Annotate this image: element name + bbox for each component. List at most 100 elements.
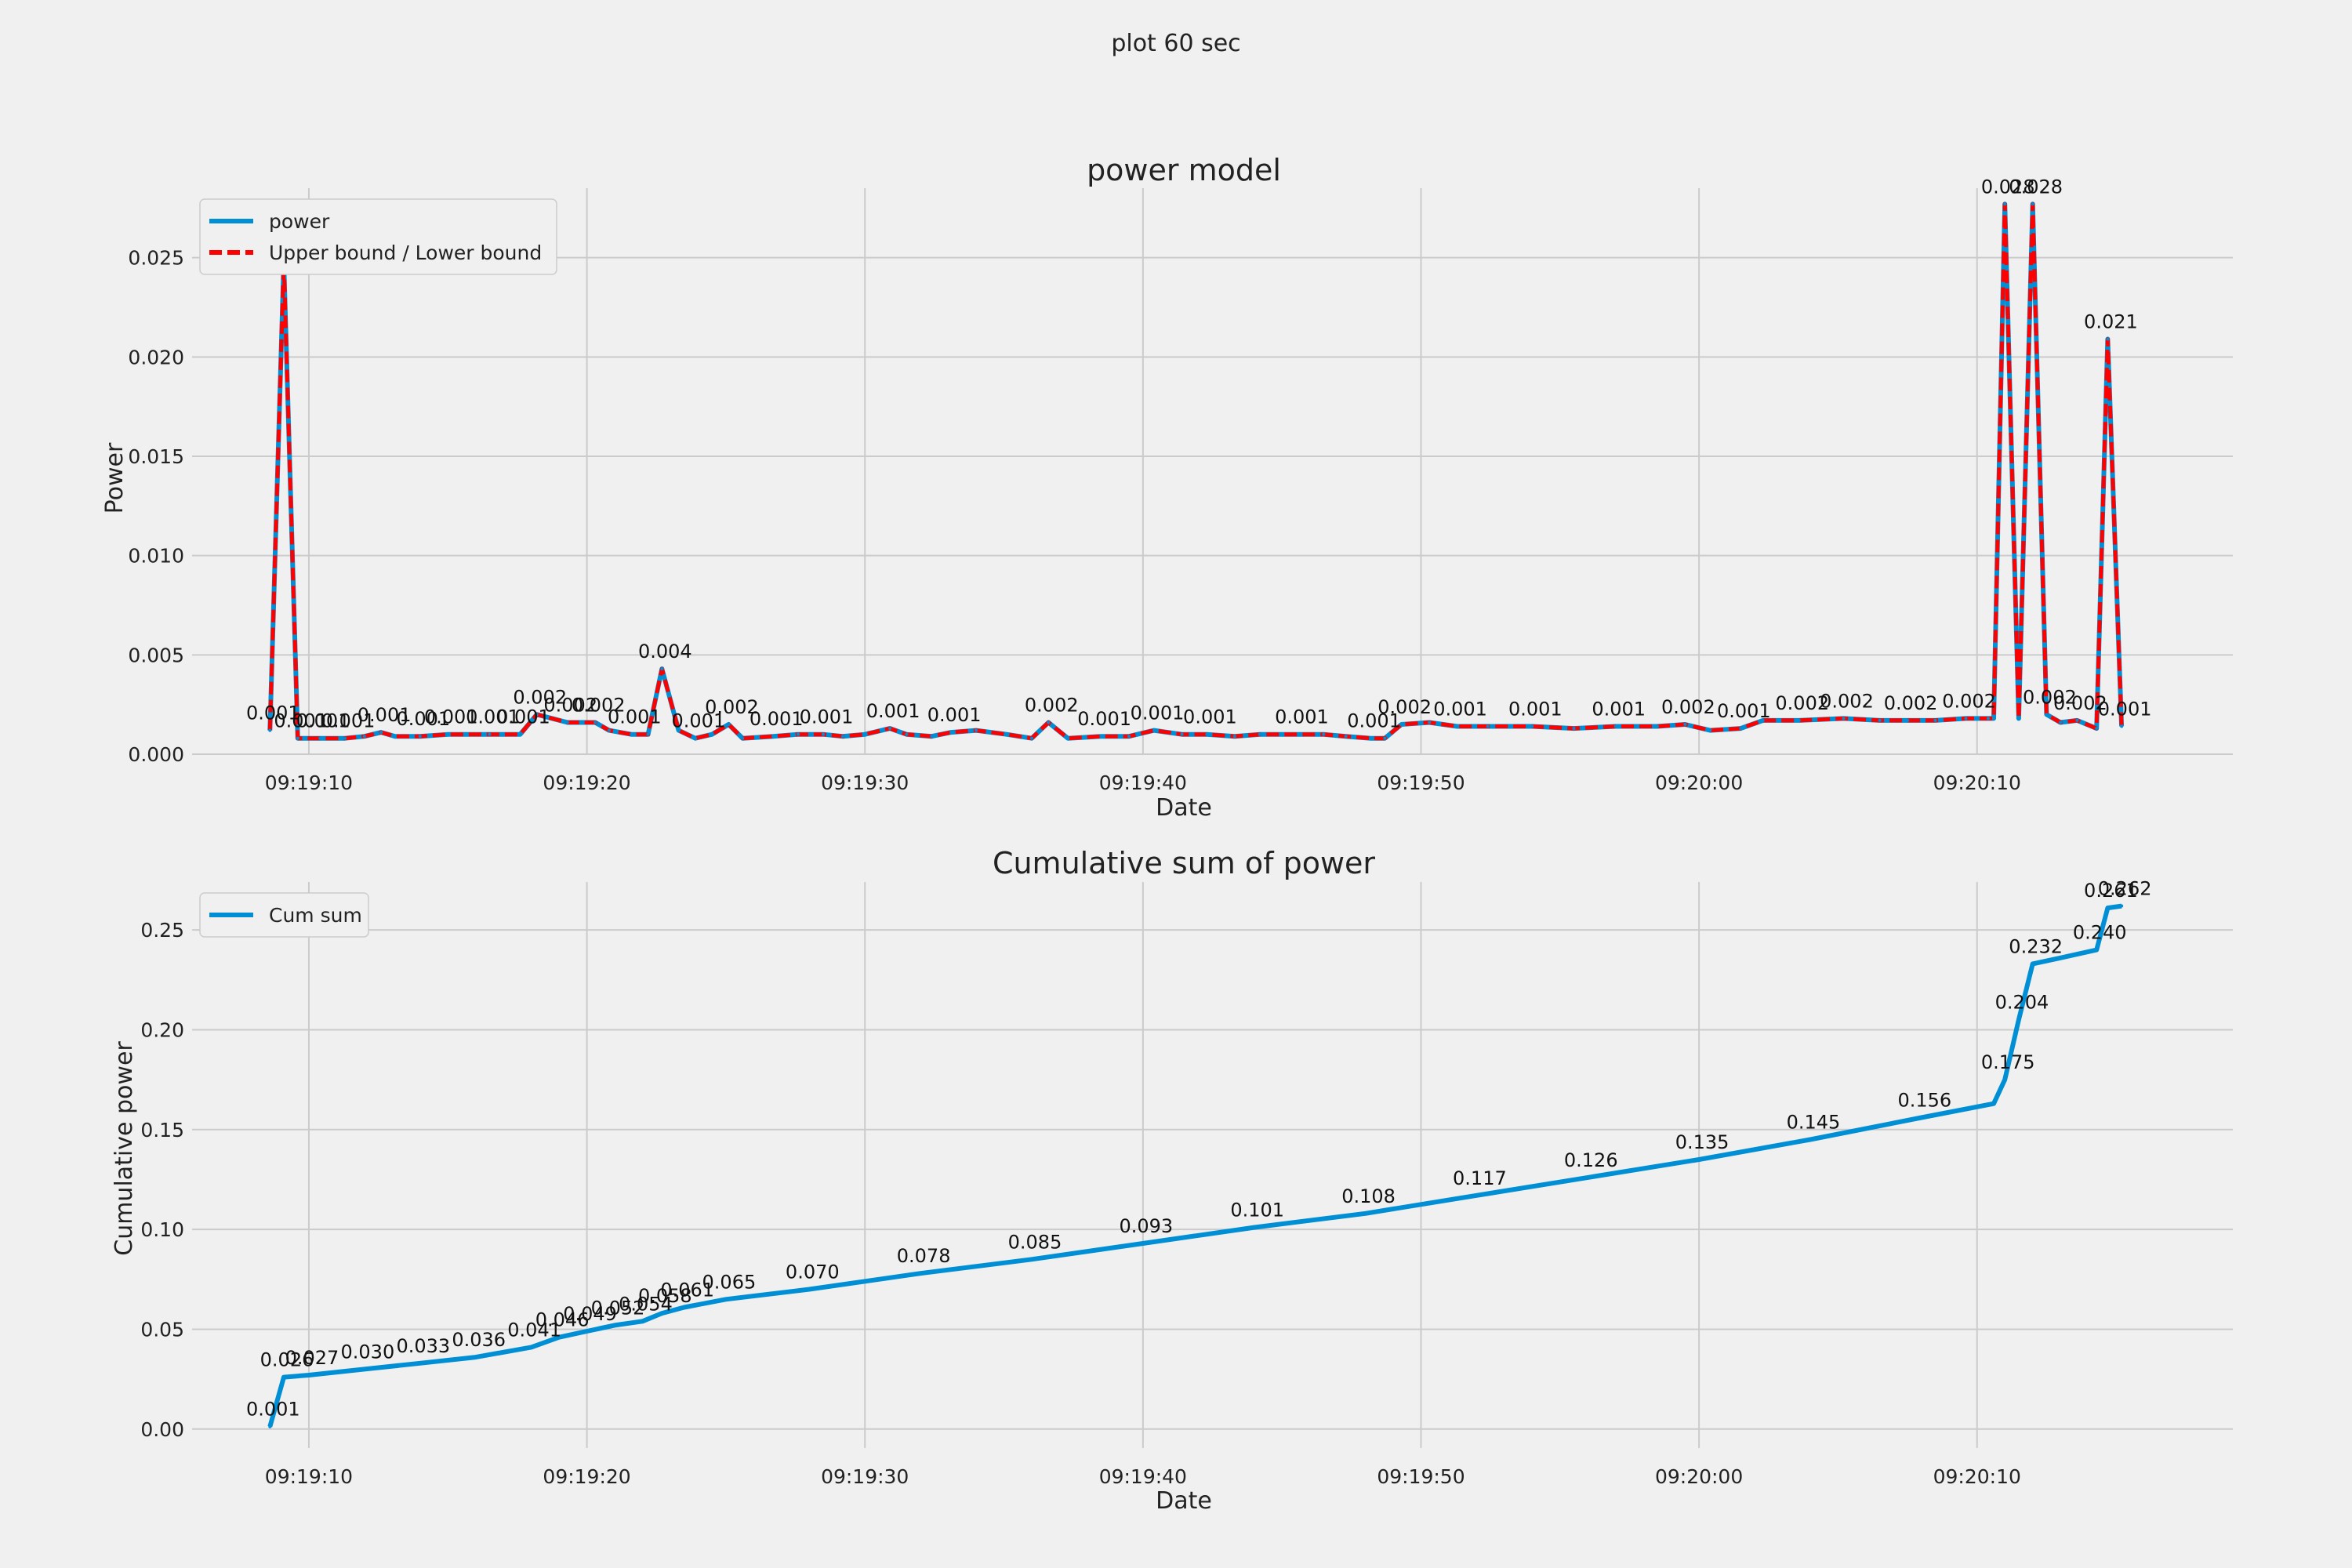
- data-label: 0.041: [507, 1319, 561, 1341]
- data-point: [888, 727, 892, 731]
- data-point: [1099, 735, 1103, 739]
- data-point: [1258, 732, 1261, 736]
- data-point: [282, 1375, 286, 1379]
- data-label: 0.001: [496, 706, 550, 728]
- data-label: 0.001: [800, 706, 854, 728]
- data-label: 0.002: [2053, 692, 2107, 714]
- legend[interactable]: power Upper bound / Lower bound: [199, 198, 557, 275]
- data-point: [613, 1323, 617, 1327]
- data-point: [1428, 720, 1432, 724]
- data-label: 0.001: [2098, 699, 2152, 720]
- data-point: [379, 731, 383, 735]
- data-point: [710, 732, 714, 736]
- data-point: [2106, 337, 2110, 341]
- data-point: [840, 735, 844, 739]
- data-label: 0.001: [672, 710, 726, 732]
- data-point: [1180, 732, 1184, 736]
- data-point: [362, 1367, 366, 1371]
- y-tick-label: 0.020: [128, 346, 184, 368]
- data-point: [2016, 1018, 2020, 1022]
- data-point: [268, 1425, 272, 1428]
- data-point: [1066, 736, 1070, 740]
- x-tick-label: 09:19:10: [265, 1465, 353, 1488]
- series: [267, 903, 2124, 1428]
- figure-suptitle: plot 60 sec: [1111, 30, 1240, 57]
- data-point: [1878, 718, 1882, 722]
- data-label: 0.001: [358, 704, 412, 726]
- x-tick-label: 09:19:40: [1099, 771, 1187, 794]
- x-tick-label: 09:19:40: [1099, 1465, 1187, 1488]
- data-label: 0.262: [2098, 878, 2152, 900]
- legend-box: [199, 892, 369, 938]
- cumulative-sum-panel: Cumulative sum of power Date Cumulative …: [111, 846, 2233, 1515]
- data-point: [646, 732, 650, 736]
- data-label: 0.002: [572, 694, 626, 716]
- data-label: 0.052: [591, 1297, 645, 1319]
- data-point: [741, 736, 745, 740]
- data-point: [1808, 1138, 1812, 1142]
- x-tick-label: 09:19:20: [543, 1465, 630, 1488]
- data-point: [863, 732, 867, 736]
- data-point: [1992, 1102, 1996, 1105]
- data-label: 0.001: [608, 706, 662, 728]
- data-label: 0.001: [750, 708, 804, 730]
- data-point: [808, 1287, 811, 1291]
- data-labels: 0.0010.0010.0010.0010.0010.0010.0010.001…: [246, 176, 2152, 731]
- y-axis-label: Power: [101, 442, 129, 514]
- data-point: [518, 732, 522, 736]
- data-point: [1797, 718, 1801, 722]
- data-point: [1906, 718, 1910, 722]
- data-point: [488, 732, 492, 736]
- data-point: [1613, 724, 1617, 728]
- data-point: [975, 728, 978, 732]
- data-point: [949, 731, 953, 735]
- legend-label: power: [269, 210, 330, 233]
- data-point: [1152, 728, 1156, 732]
- data-point: [2031, 202, 2034, 206]
- data-label: 0.156: [1897, 1090, 1951, 1112]
- data-label: 0.070: [786, 1261, 840, 1283]
- data-point: [446, 732, 450, 736]
- data-point: [393, 735, 397, 739]
- data-point: [1586, 1175, 1590, 1179]
- data-label: 0.002: [513, 686, 567, 708]
- data-label: 0.058: [638, 1285, 692, 1307]
- data-point: [930, 735, 934, 739]
- legend[interactable]: Cum sum: [199, 892, 369, 938]
- data-point: [2003, 1078, 2007, 1082]
- data-point: [660, 667, 664, 671]
- x-tick-label: 09:19:10: [265, 771, 353, 794]
- data-label: 0.001: [1077, 708, 1131, 730]
- x-tick-label: 09:19:30: [821, 771, 909, 794]
- data-point: [607, 728, 611, 732]
- data-point: [1369, 736, 1373, 740]
- y-tick-label: 0.15: [140, 1119, 184, 1142]
- data-point: [1933, 718, 1937, 722]
- data-point: [682, 1305, 686, 1309]
- data-label: 0.046: [535, 1309, 590, 1331]
- data-point: [1486, 724, 1490, 728]
- data-point: [1455, 724, 1459, 728]
- data-point: [307, 1374, 310, 1377]
- grid: [192, 882, 2233, 1448]
- data-label: 0.030: [341, 1341, 395, 1363]
- data-point: [557, 1335, 561, 1339]
- data-label: 0.001: [246, 1399, 300, 1421]
- data-point: [2120, 904, 2124, 908]
- data-point: [1047, 720, 1051, 724]
- data-label: 0.001: [1275, 706, 1329, 728]
- data-label: 0.240: [2073, 922, 2127, 944]
- data-point: [2016, 717, 2020, 720]
- data-label: 0.026: [260, 1349, 314, 1371]
- data-point: [1572, 727, 1576, 731]
- data-label: 0.001: [1183, 706, 1237, 728]
- data-label: 0.028: [2009, 176, 2063, 198]
- y-tick-label: 0.25: [140, 919, 184, 942]
- data-label: 0.001: [274, 710, 328, 732]
- data-point: [771, 735, 775, 739]
- data-label: 0.028: [1981, 176, 2035, 198]
- data-label: 0.027: [285, 1347, 339, 1369]
- data-label: 0.061: [660, 1279, 714, 1301]
- data-label: 0.232: [2009, 935, 2063, 957]
- y-axis-label: Cumulative power: [111, 1041, 138, 1256]
